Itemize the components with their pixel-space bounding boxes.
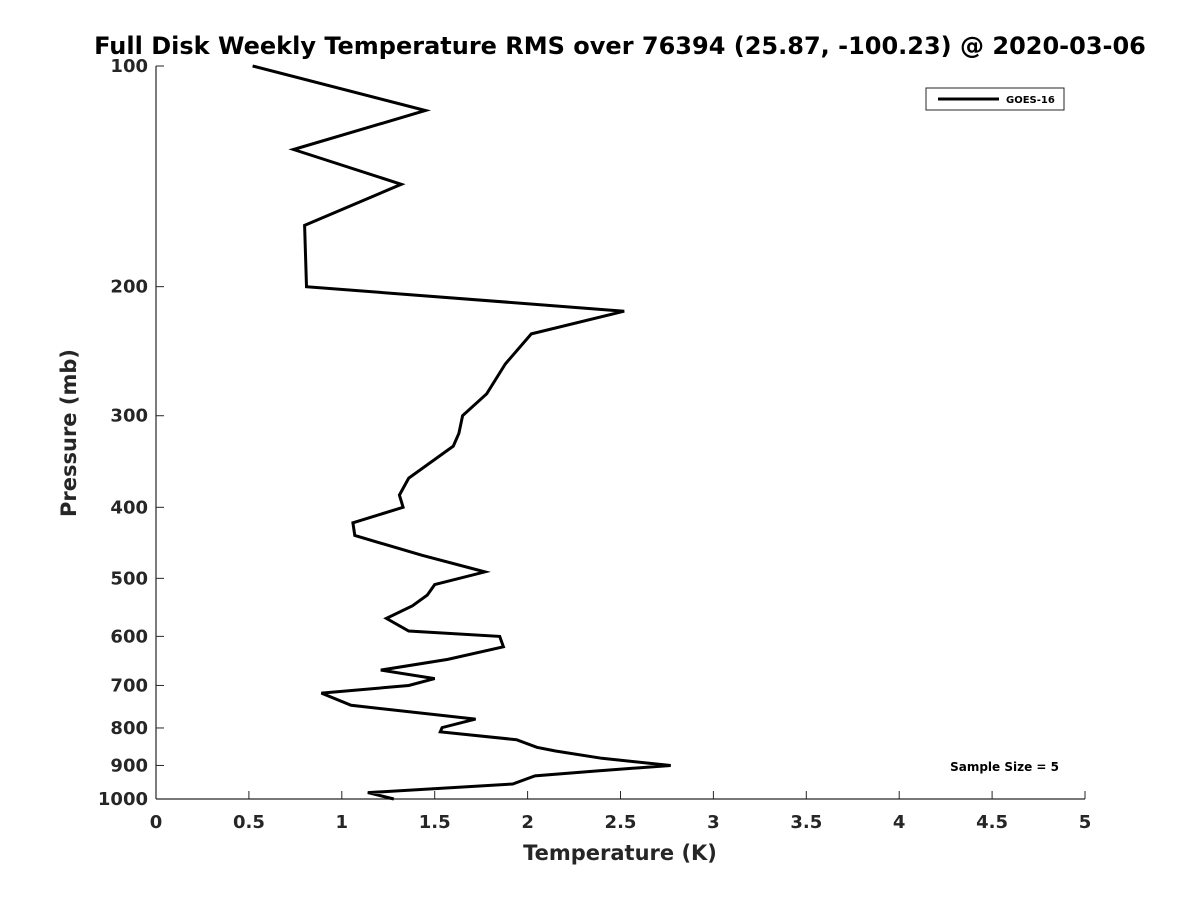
- y-tick-label: 700: [110, 675, 148, 696]
- sample-size-annotation: Sample Size = 5: [950, 760, 1059, 774]
- x-tick-label: 3: [707, 812, 720, 833]
- x-tick-label: 3.5: [790, 812, 822, 833]
- x-axis-ticks: 0 0.5 1 1.5 2 2.5 3 3.5 4 4.5 5: [150, 791, 1092, 833]
- x-tick-label: 0: [150, 812, 163, 833]
- y-tick-label: 100: [110, 56, 148, 77]
- chart-title: Full Disk Weekly Temperature RMS over 76…: [94, 32, 1146, 60]
- x-tick-label: 5: [1079, 812, 1092, 833]
- y-axis-ticks: 100 200 300 400 500 600 700 800 900 1000: [98, 56, 164, 810]
- y-axis-label: Pressure (mb): [57, 349, 81, 517]
- legend: GOES-16: [925, 87, 1065, 111]
- legend-label-goes16: GOES-16: [1006, 95, 1055, 106]
- y-tick-label: 600: [110, 626, 148, 647]
- y-tick-label: 500: [110, 568, 148, 589]
- series-group: [252, 64, 671, 801]
- y-tick-label: 400: [110, 497, 148, 518]
- y-tick-label: 200: [110, 277, 148, 298]
- x-tick-label: 1.5: [419, 812, 451, 833]
- x-axis-label: Temperature (K): [523, 841, 717, 865]
- y-tick-label: 300: [110, 406, 148, 427]
- y-tick-label: 900: [110, 755, 148, 776]
- x-tick-label: 2.5: [605, 812, 637, 833]
- y-tick-label: 800: [110, 718, 148, 739]
- series-line-goes16: [252, 64, 671, 801]
- x-tick-label: 4.5: [976, 812, 1008, 833]
- x-tick-label: 0.5: [233, 812, 265, 833]
- x-tick-label: 1: [336, 812, 349, 833]
- x-tick-label: 4: [893, 812, 906, 833]
- y-tick-label: 1000: [98, 789, 148, 810]
- x-tick-label: 2: [521, 812, 534, 833]
